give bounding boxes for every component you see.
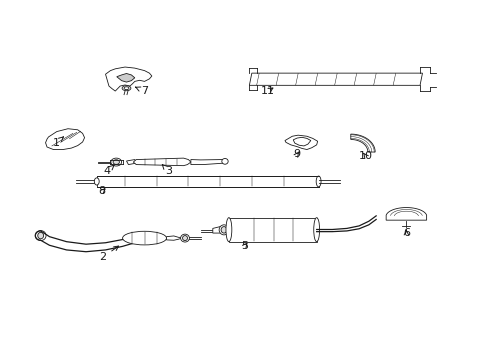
Polygon shape xyxy=(285,135,317,149)
Text: 6: 6 xyxy=(402,228,409,238)
Text: 10: 10 xyxy=(358,150,372,161)
Polygon shape xyxy=(386,208,426,220)
Text: 8: 8 xyxy=(99,186,105,197)
Ellipse shape xyxy=(182,235,187,240)
Text: 5: 5 xyxy=(241,241,247,251)
Text: 2: 2 xyxy=(100,246,118,262)
Polygon shape xyxy=(117,73,135,82)
Bar xyxy=(228,218,316,242)
Ellipse shape xyxy=(122,86,131,91)
Polygon shape xyxy=(45,129,84,149)
Polygon shape xyxy=(166,236,183,240)
Ellipse shape xyxy=(225,218,231,242)
Text: 1: 1 xyxy=(53,137,63,148)
Ellipse shape xyxy=(222,158,228,164)
Ellipse shape xyxy=(221,226,226,233)
Polygon shape xyxy=(133,158,190,166)
Polygon shape xyxy=(350,134,374,152)
Ellipse shape xyxy=(111,158,122,166)
Polygon shape xyxy=(135,235,140,241)
Polygon shape xyxy=(249,73,422,85)
Bar xyxy=(97,176,318,187)
Ellipse shape xyxy=(124,87,129,90)
Polygon shape xyxy=(105,67,152,91)
Ellipse shape xyxy=(316,176,321,187)
Ellipse shape xyxy=(122,231,166,245)
Polygon shape xyxy=(190,159,224,165)
Text: 9: 9 xyxy=(293,149,300,159)
Text: 4: 4 xyxy=(103,165,114,176)
Text: 7: 7 xyxy=(135,86,148,96)
Ellipse shape xyxy=(94,178,99,185)
Ellipse shape xyxy=(219,225,228,235)
Polygon shape xyxy=(293,137,310,146)
Ellipse shape xyxy=(180,234,189,242)
Ellipse shape xyxy=(113,160,119,165)
Ellipse shape xyxy=(35,230,46,240)
Ellipse shape xyxy=(38,232,43,239)
Ellipse shape xyxy=(313,218,319,242)
Text: 11: 11 xyxy=(261,86,274,96)
Polygon shape xyxy=(212,226,222,233)
Polygon shape xyxy=(126,159,136,165)
Text: 3: 3 xyxy=(162,165,172,176)
